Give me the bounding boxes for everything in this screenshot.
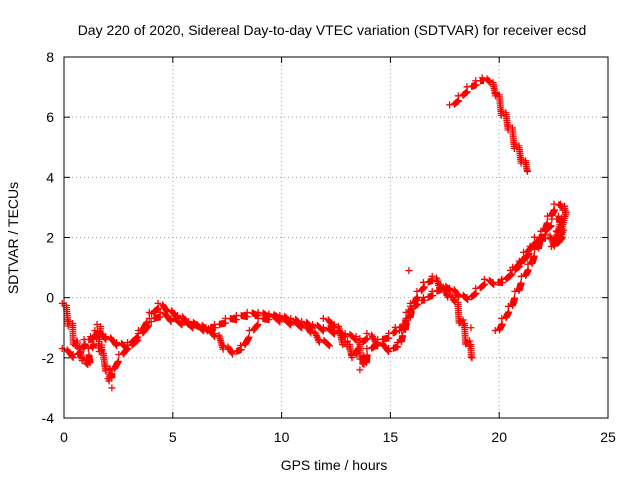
y-tick-label: 8 xyxy=(46,49,54,65)
chart-title: Day 220 of 2020, Sidereal Day-to-day VTE… xyxy=(78,22,587,38)
x-tick-label: 15 xyxy=(383,429,399,445)
x-tick-label: 10 xyxy=(274,429,290,445)
x-tick-label: 0 xyxy=(60,429,68,445)
series-markers xyxy=(446,74,531,175)
series-satellite-track-8 xyxy=(446,74,531,175)
x-tick-label: 5 xyxy=(169,429,177,445)
y-axis-label: SDTVAR / TECUs xyxy=(5,182,21,294)
series-markers xyxy=(108,267,475,392)
series-outliers xyxy=(108,267,475,392)
y-tick-label: 0 xyxy=(46,290,54,306)
series-markers xyxy=(498,230,566,283)
grid-lines xyxy=(64,57,608,418)
data-series xyxy=(58,74,570,392)
axis-ticks: 0 5 10 15 20 25 -4 -2 0 2 4 6 8 xyxy=(42,49,616,445)
series-satellite-track-7 xyxy=(498,230,566,283)
y-tick-label: -4 xyxy=(42,410,55,426)
y-tick-label: 4 xyxy=(46,169,54,185)
x-axis-label: GPS time / hours xyxy=(281,457,388,473)
plot-border xyxy=(63,56,609,419)
x-tick-label: 25 xyxy=(600,429,616,445)
y-tick-label: -2 xyxy=(42,350,55,366)
y-tick-label: 6 xyxy=(46,109,54,125)
x-tick-label: 20 xyxy=(491,429,507,445)
y-tick-label: 2 xyxy=(46,230,54,246)
